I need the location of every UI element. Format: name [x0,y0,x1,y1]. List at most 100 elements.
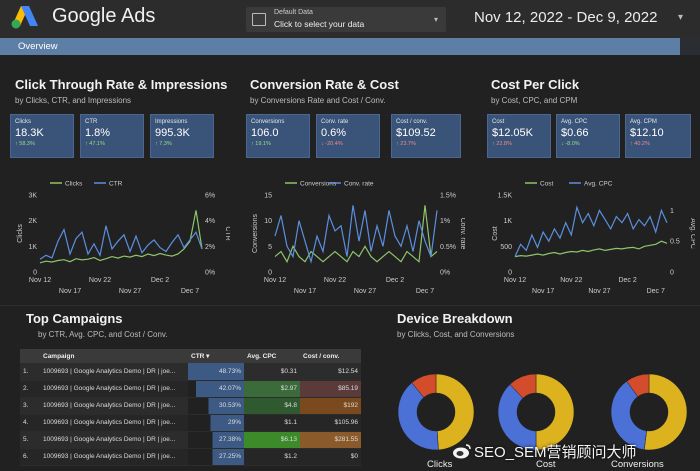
legend-label: Conversions [300,181,337,188]
data-source-label: Default Data [274,9,313,16]
scorecard-impressions: Impressions 995.3K ↑ 7.3% [150,114,214,158]
y-left-tick-label: 15 [264,193,272,200]
section-title-cpc: Cost Per Click [491,77,580,92]
legend-label: Avg. CPC [584,181,613,188]
x-tick-label: Nov 12 [29,277,51,284]
brand-title: Google Ads [52,5,156,27]
x-tick-label: Nov 12 [504,277,526,284]
y-right-tick-label: 4% [205,218,215,225]
campaign-name: 1009693 | Google Analytics Demo | DR | j… [40,431,188,449]
section-subtitle-conv: by Conversions Rate and Cost / Conv. [250,96,386,105]
x-tick-label: Nov 22 [324,277,346,284]
donut-slice [509,373,537,399]
x-tick-label: Dec 2 [151,277,169,284]
y-left-tick-label: 1K [503,218,512,225]
table-row[interactable]: 2. 1009693 | Google Analytics Demo | DR |… [20,380,361,398]
section-title-ctr: Click Through Rate & Impressions [15,77,228,92]
section-subtitle-ctr: by Clicks, CTR, and Impressions [15,96,132,105]
scorecard-delta: ↑ 58.3% [15,141,35,147]
scorecard-delta: ↑ 7.3% [155,141,172,147]
scorecard-delta: ↓ -20.4% [321,141,343,147]
scorecard-conv-rate: Conv. rate 0.6% ↓ -20.4% [316,114,380,158]
donut-label-conversions: Conversions [611,459,664,470]
table-row[interactable]: 3. 1009693 | Google Analytics Demo | DR |… [20,397,361,415]
scorecard-conversions: Conversions 106.0 ↑ 19.1% [246,114,310,158]
top-campaigns-table: Campaign CTR ▾ Avg. CPC Cost / conv. 1. 1… [20,349,361,466]
google-ads-logo-icon [11,6,38,29]
col-avg-cpc-header[interactable]: Avg. CPC [244,349,300,363]
cost-donut-chart [497,373,575,451]
campaign-name: 1009693 | Google Analytics Demo | DR | j… [40,448,188,466]
y-left-tick-label: 1K [28,244,37,251]
ctr-cell: 29% [188,414,244,432]
ctr-cell: 42.07% [188,380,244,398]
series-line-conv-rate [274,205,438,265]
legend-label: CTR [109,181,123,188]
scorecard-delta: ↑ 22.8% [492,141,512,147]
y-right-tick-label: 0% [205,270,215,277]
data-source-hint: Click to select your data [274,19,365,29]
y-left-tick-label: 0 [268,270,272,277]
y-right-axis-title: CTR [224,226,230,240]
y-right-tick-label: 0.5 [670,239,680,246]
top-bar: Google Ads Default Data Click to select … [0,0,700,38]
scorecard-delta: ↑ 19.1% [251,141,271,147]
table-row[interactable]: 4. 1009693 | Google Analytics Demo | DR |… [20,414,361,432]
scorecard-value: $109.52 [396,127,436,139]
scorecard-ctr: CTR 1.8% ↑ 47.1% [80,114,144,158]
table-row[interactable]: 6. 1009693 | Google Analytics Demo | DR |… [20,448,361,466]
table-row[interactable]: 5. 1009693 | Google Analytics Demo | DR |… [20,431,361,449]
y-right-tick-label: 0.5% [440,244,456,251]
cost-conv-cell: $281.55 [300,431,361,449]
col-campaign-header[interactable]: Campaign [40,349,188,363]
scorecard-label: Conversions [251,119,285,125]
cost-conv-cell: $105.96 [300,414,361,432]
donut-slice [397,382,439,451]
y-left-tick-label: 0 [33,270,37,277]
x-tick-label: Dec 7 [647,288,665,295]
donut-slice [535,373,575,451]
y-right-axis-title: Avg. CPC [689,218,695,249]
x-tick-label: Nov 22 [560,277,582,284]
y-left-tick-label: 2K [28,218,37,225]
col-cost-conv-header[interactable]: Cost / conv. [300,349,361,363]
campaign-name: 1009693 | Google Analytics Demo | DR | j… [40,380,188,398]
y-right-tick-label: 0 [670,270,674,277]
tab-overview[interactable]: Overview [0,38,680,55]
table-row[interactable]: 1. 1009693 | Google Analytics Demo | DR |… [20,363,361,381]
y-right-tick-label: 1.5% [440,193,456,200]
section-title-campaigns: Top Campaigns [26,311,123,326]
scorecard-avg-cpc: Avg. CPC $0.66 ↓ -8.0% [556,114,620,158]
scorecard-delta: ↓ -8.0% [561,141,580,147]
donut-slice [411,373,437,398]
donut-slice [643,373,688,451]
avg-cpc-cell: $4.8 [244,397,300,415]
donut-slice [435,373,475,451]
scorecard-cost-per-conv: Cost / conv. $109.52 ↑ 23.7% [391,114,461,158]
legend-label: Cost [540,181,554,188]
x-tick-label: Nov 22 [89,277,111,284]
x-tick-label: Dec 2 [386,277,404,284]
donut-slice [626,373,650,397]
series-line-avg-cpc [514,205,668,257]
data-source-selector[interactable]: Default Data Click to select your data ▾ [246,7,446,32]
col-ctr-header[interactable]: CTR ▾ [188,349,244,363]
section-subtitle-campaigns: by CTR, Avg. CPC, and Cost / Conv. [38,330,168,339]
cost-conv-cell: $12.54 [300,363,361,381]
chevron-down-icon[interactable]: ▾ [678,12,684,23]
y-left-tick-label: 1.5K [498,193,513,200]
x-tick-label: Dec 7 [181,288,199,295]
section-subtitle-devices: by Clicks, Cost, and Conversions [397,330,515,339]
scorecard-value: 106.0 [251,127,279,139]
section-title-devices: Device Breakdown [397,311,513,326]
donut-slice [497,383,537,451]
date-range-picker[interactable]: Nov 12, 2022 - Dec 9, 2022 [474,9,658,26]
x-tick-label: Nov 17 [294,288,316,295]
cost-conv-cell: $192 [300,397,361,415]
scorecard-label: Cost / conv. [396,119,428,125]
avg-cpc-cell: $0.31 [244,363,300,381]
scorecard-avg-cpm: Avg. CPM $12.10 ↑ 40.2% [625,114,691,158]
y-left-tick-label: 5 [268,244,272,251]
row-index: 3. [20,397,40,415]
scorecard-clicks: Clicks 18.3K ↑ 58.3% [10,114,74,158]
